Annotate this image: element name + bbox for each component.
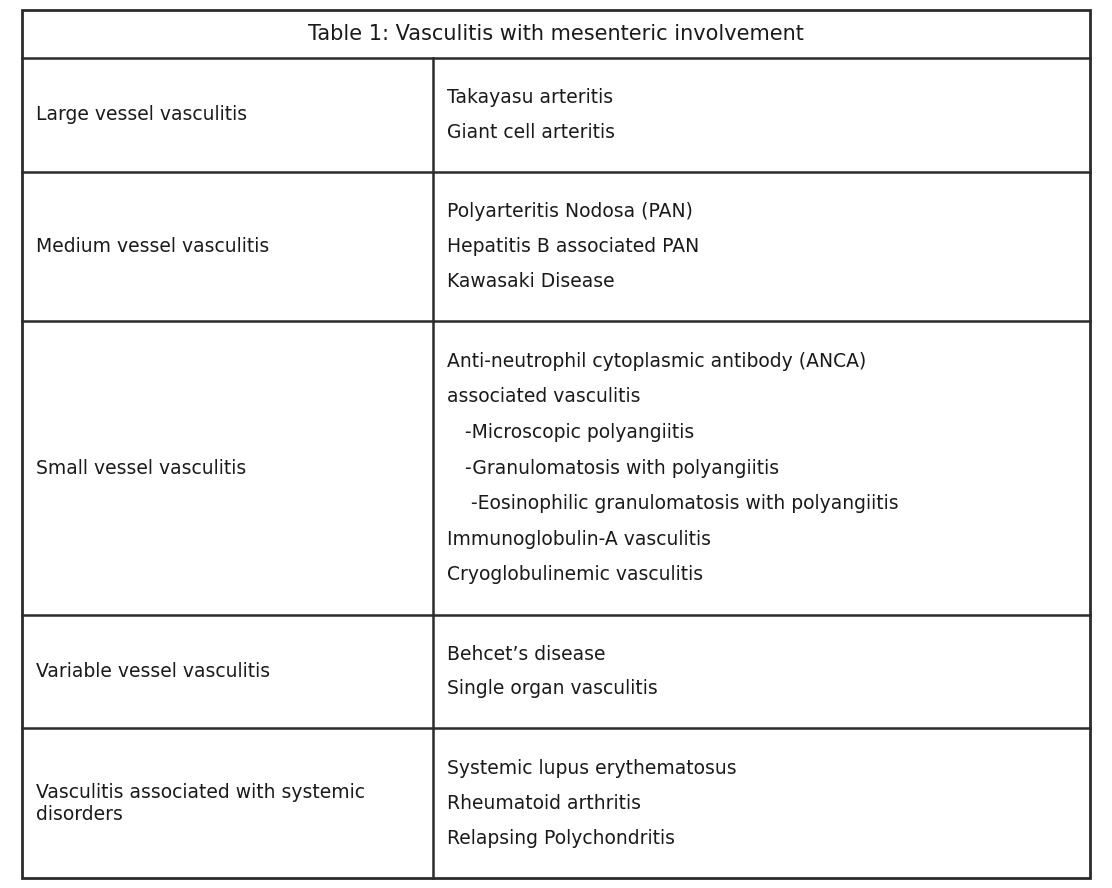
Text: Single organ vasculitis: Single organ vasculitis (447, 679, 658, 699)
Text: Cryoglobulinemic vasculitis: Cryoglobulinemic vasculitis (447, 566, 703, 584)
Text: Hepatitis B associated PAN: Hepatitis B associated PAN (447, 237, 699, 256)
Text: -Microscopic polyangiitis: -Microscopic polyangiitis (447, 423, 694, 442)
Text: Rheumatoid arthritis: Rheumatoid arthritis (447, 794, 642, 813)
Text: Polyarteritis Nodosa (PAN): Polyarteritis Nodosa (PAN) (447, 202, 693, 221)
Text: Immunoglobulin-A vasculitis: Immunoglobulin-A vasculitis (447, 530, 712, 549)
Text: Small vessel vasculitis: Small vessel vasculitis (36, 458, 246, 478)
Text: Behcet’s disease: Behcet’s disease (447, 645, 606, 664)
Text: Kawasaki Disease: Kawasaki Disease (447, 272, 615, 291)
Text: Vasculitis associated with systemic
disorders: Vasculitis associated with systemic diso… (36, 782, 365, 824)
Text: Systemic lupus erythematosus: Systemic lupus erythematosus (447, 758, 737, 778)
Text: Medium vessel vasculitis: Medium vessel vasculitis (36, 237, 269, 256)
Text: -Granulomatosis with polyangiitis: -Granulomatosis with polyangiitis (447, 458, 780, 478)
Text: Variable vessel vasculitis: Variable vessel vasculitis (36, 662, 270, 681)
Text: Anti-neutrophil cytoplasmic antibody (ANCA): Anti-neutrophil cytoplasmic antibody (AN… (447, 352, 866, 370)
Text: -Eosinophilic granulomatosis with polyangiitis: -Eosinophilic granulomatosis with polyan… (447, 494, 898, 513)
Text: Table 1: Vasculitis with mesenteric involvement: Table 1: Vasculitis with mesenteric invo… (308, 24, 804, 44)
Text: associated vasculitis: associated vasculitis (447, 387, 641, 407)
Text: Takayasu arteritis: Takayasu arteritis (447, 88, 614, 107)
Text: Large vessel vasculitis: Large vessel vasculitis (36, 106, 247, 124)
Text: Giant cell arteritis: Giant cell arteritis (447, 123, 615, 141)
Text: Relapsing Polychondritis: Relapsing Polychondritis (447, 829, 675, 848)
